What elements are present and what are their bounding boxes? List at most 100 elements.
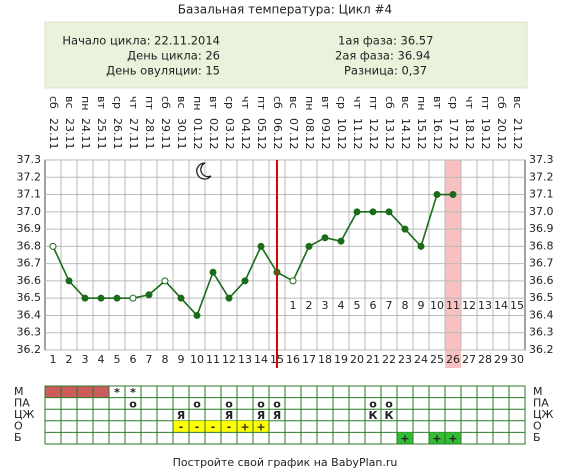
y-tick-label: 37.2 xyxy=(17,170,42,183)
weekday-label: вт xyxy=(431,96,444,109)
x-tick-label: 16 xyxy=(286,353,300,366)
date-label: 16.12 xyxy=(431,118,444,150)
x-tick-label: 3 xyxy=(82,353,89,366)
x-tick-label: 9 xyxy=(178,353,185,366)
date-label: 17.12 xyxy=(447,118,460,150)
x-tick-label: 23 xyxy=(398,353,412,366)
cell-text: - xyxy=(179,421,184,434)
temperature-point xyxy=(385,208,393,216)
date-label: 24.11 xyxy=(79,118,92,150)
date-label: 06.12 xyxy=(271,118,284,150)
cell-fill xyxy=(189,420,205,433)
cell-fill xyxy=(237,420,253,433)
x-tick-label: 17 xyxy=(302,353,316,366)
cell-fill xyxy=(397,432,413,444)
cell-text: о xyxy=(129,397,137,410)
temperature-point xyxy=(401,225,409,233)
weekday-label: пт xyxy=(479,96,492,110)
info-text: Разница: 0,37 xyxy=(344,64,427,78)
x-tick-label: 19 xyxy=(334,353,348,366)
weekday-label: чт xyxy=(351,96,364,109)
y-tick-label: 37.2 xyxy=(529,170,554,183)
y-tick-label: 36.2 xyxy=(529,343,554,356)
weekday-label: пн xyxy=(79,96,92,110)
x-tick-label: 29 xyxy=(494,353,508,366)
y-tick-label: 36.7 xyxy=(17,257,42,270)
phase-day-label: 12 xyxy=(462,299,476,312)
y-tick-label: 36.4 xyxy=(529,308,554,321)
cell-text: + xyxy=(400,432,409,445)
y-tick-label: 36.9 xyxy=(17,222,42,235)
date-label: 20.12 xyxy=(495,118,508,150)
info-text: День цикла: 26 xyxy=(127,49,220,63)
cell-text: - xyxy=(211,421,216,434)
weekday-label: ср xyxy=(111,96,124,109)
y-tick-label: 36.9 xyxy=(529,222,554,235)
date-label: 19.12 xyxy=(479,118,492,150)
cell-text: о xyxy=(193,397,201,410)
cell-text: о xyxy=(273,397,281,410)
row-label: Б xyxy=(14,431,22,444)
date-label: 29.11 xyxy=(159,118,172,150)
cell-text: + xyxy=(432,432,441,445)
weekday-label: чт xyxy=(463,96,476,109)
weekday-label: сб xyxy=(271,96,284,109)
y-tick-label: 36.5 xyxy=(529,291,554,304)
x-tick-label: 25 xyxy=(430,353,444,366)
cell-fill xyxy=(93,386,109,398)
cell-text: Я xyxy=(177,409,185,422)
phase-day-label: 13 xyxy=(478,299,492,312)
row-label: М xyxy=(14,385,24,398)
date-label: 23.11 xyxy=(63,118,76,150)
weekday-label: чт xyxy=(127,96,140,109)
x-tick-label: 7 xyxy=(146,353,153,366)
x-tick-label: 11 xyxy=(206,353,220,366)
x-tick-label: 21 xyxy=(366,353,380,366)
cell-text: + xyxy=(448,432,457,445)
x-tick-label: 10 xyxy=(190,353,204,366)
temperature-point xyxy=(161,277,169,285)
y-tick-label: 36.2 xyxy=(17,343,42,356)
weekday-label: вс xyxy=(175,96,188,109)
y-tick-label: 36.6 xyxy=(529,274,554,287)
cell-text: К xyxy=(385,409,394,422)
date-label: 22.11 xyxy=(47,118,60,150)
y-tick-label: 37.0 xyxy=(17,205,42,218)
cell-fill xyxy=(253,420,269,433)
moon-icon xyxy=(196,162,212,180)
cell-fill xyxy=(61,386,77,398)
temperature-point xyxy=(369,208,377,216)
date-label: 04.12 xyxy=(239,118,252,150)
y-tick-label: 37.1 xyxy=(17,188,42,201)
temperature-point xyxy=(353,208,361,216)
weekday-label: ср xyxy=(447,96,460,109)
date-label: 13.12 xyxy=(383,118,396,150)
temperature-point xyxy=(417,242,425,250)
phase-day-label: 3 xyxy=(322,299,329,312)
temperature-point xyxy=(321,234,329,242)
x-tick-label: 28 xyxy=(478,353,492,366)
phase-day-label: 1 xyxy=(290,299,297,312)
weekday-label: сб xyxy=(383,96,396,109)
temperature-point xyxy=(305,242,313,250)
phase-day-label: 10 xyxy=(430,299,444,312)
x-tick-label: 14 xyxy=(254,353,268,366)
y-tick-label: 36.6 xyxy=(17,274,42,287)
row-label: ЦЖ xyxy=(14,408,35,421)
cell-text: * xyxy=(130,386,136,399)
y-tick-label: 36.3 xyxy=(529,326,554,339)
date-label: 09.12 xyxy=(319,118,332,150)
date-label: 26.11 xyxy=(111,118,124,150)
temperature-point xyxy=(65,277,73,285)
y-tick-label: 36.4 xyxy=(17,308,42,321)
temperature-point xyxy=(129,294,137,302)
y-tick-label: 36.8 xyxy=(529,239,554,252)
cell-text: - xyxy=(195,421,200,434)
weekday-label: вт xyxy=(319,96,332,109)
temperature-point xyxy=(241,277,249,285)
cell-fill xyxy=(77,386,93,398)
y-tick-label: 37.3 xyxy=(17,153,42,166)
date-label: 18.12 xyxy=(463,118,476,150)
chart-title: Базальная температура: Цикл #4 xyxy=(178,3,392,17)
cell-text: Я xyxy=(257,409,265,422)
